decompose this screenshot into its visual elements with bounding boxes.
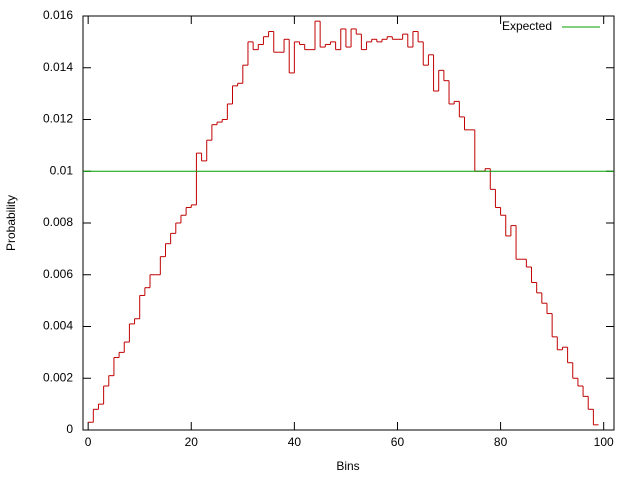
x-tick-label: 100 [594,435,614,449]
x-tick-label: 20 [185,435,199,449]
y-axis-label: Probability [4,195,18,251]
y-tick-label: 0.01 [50,163,74,177]
y-tick-label: 0.014 [43,60,73,74]
legend-label: Expected [502,19,552,33]
y-tick-label: 0.008 [43,215,73,229]
x-axis-label: Bins [336,459,359,473]
y-tick-label: 0.006 [43,267,73,281]
y-tick-label: 0.002 [43,370,73,384]
y-tick-label: 0.016 [43,8,73,22]
y-tick-label: 0 [66,422,73,436]
x-tick-label: 0 [85,435,92,449]
y-tick-label: 0.004 [43,319,73,333]
x-tick-label: 60 [391,435,405,449]
y-tick-label: 0.012 [43,112,73,126]
plot-border [82,15,615,431]
x-tick-label: 80 [494,435,508,449]
x-tick-label: 40 [288,435,302,449]
